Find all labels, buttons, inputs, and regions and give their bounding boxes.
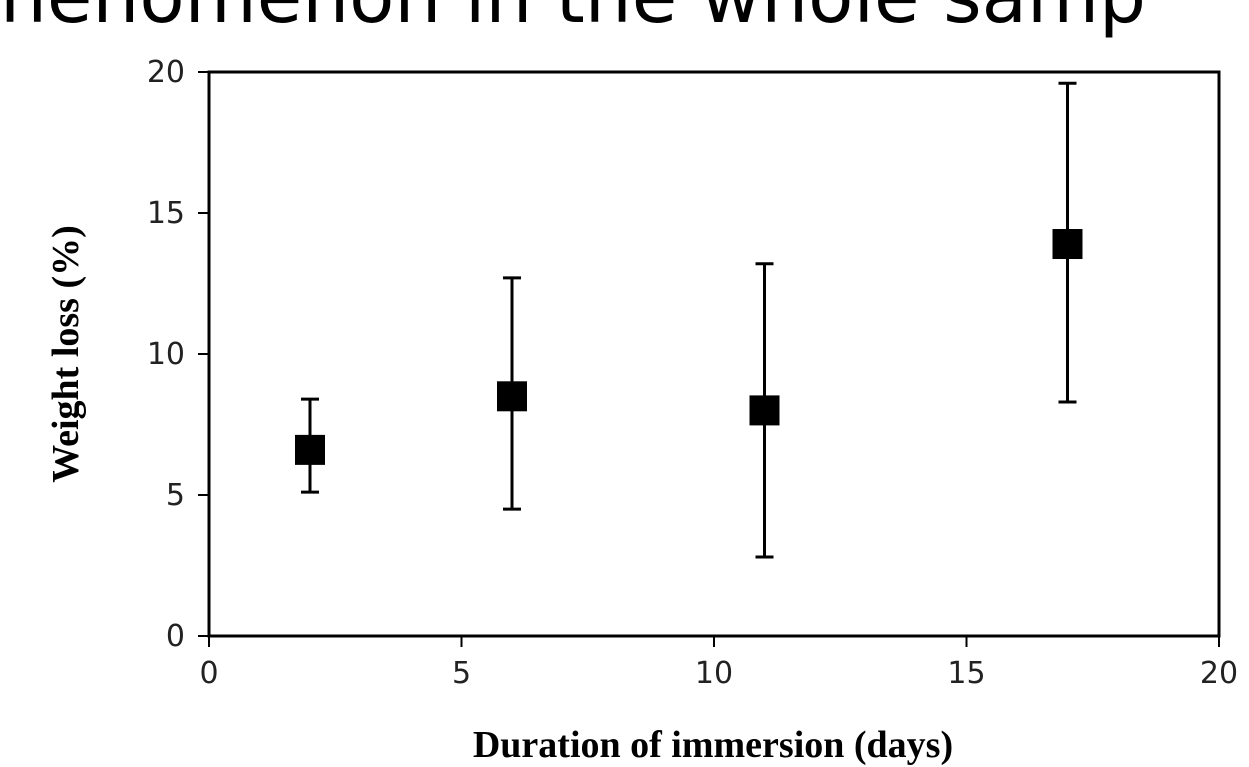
data-markers <box>295 229 1083 465</box>
x-tick-label: 10 <box>695 656 733 691</box>
data-point-marker <box>497 381 527 412</box>
y-tick-label: 15 <box>147 196 185 231</box>
y-tick-label: 0 <box>166 619 185 654</box>
error-bars <box>301 81 1077 559</box>
x-tick-label: 5 <box>452 656 471 691</box>
x-axis-ticks: 0 5 10 15 20 <box>199 636 1238 691</box>
y-tick-label: 20 <box>147 55 185 90</box>
x-tick-label: 20 <box>1200 656 1238 691</box>
x-axis-title: Duration of immersion (days) <box>473 724 953 766</box>
y-tick-label: 5 <box>166 478 185 513</box>
y-axis-ticks: 0 5 10 15 20 <box>147 55 209 654</box>
x-tick-label: 0 <box>199 656 218 691</box>
data-point-marker <box>749 395 780 426</box>
data-point-marker <box>1052 229 1083 260</box>
top-caption-text: henomenon in the whole samp <box>0 0 1146 40</box>
data-point-marker <box>295 434 325 465</box>
x-tick-label: 15 <box>947 656 985 691</box>
y-axis-title: Weight loss (%) <box>45 225 87 483</box>
y-tick-label: 10 <box>147 337 185 372</box>
